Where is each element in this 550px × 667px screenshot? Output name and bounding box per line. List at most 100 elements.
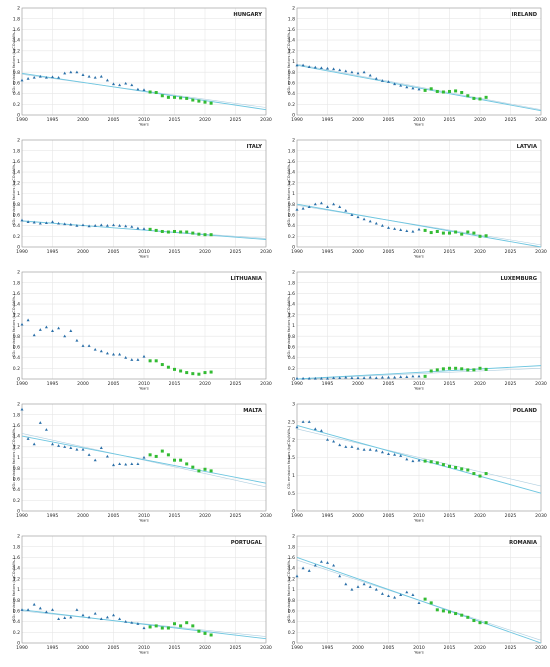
y-tick-label: 0 [292,113,295,119]
x-tick-label: 2030 [535,513,547,519]
recent-point [173,229,176,233]
historical-point [332,376,336,380]
x-tick-label: 2020 [474,117,486,123]
historical-point [374,587,378,591]
historical-point [344,69,348,73]
y-tick-label: 1.6 [13,555,20,561]
recent-point [148,359,152,363]
recent-point [454,612,458,616]
historical-point [75,224,79,227]
chart-title: ROMANIA [509,540,537,546]
historical-point [38,421,42,424]
x-axis-label: Years [414,519,424,523]
historical-point [387,594,390,598]
y-tick-label: 1.4 [288,170,295,176]
x-tick-label: 2010 [138,249,150,255]
y-tick-label: 1 [17,587,20,593]
trend-line [21,435,267,484]
x-tick-label: 1995 [47,117,59,123]
x-tick-label: 1990 [291,645,303,651]
x-tick-label: 2015 [169,645,181,651]
historical-point [142,626,146,630]
y-tick-label: 1.5 [288,455,295,461]
chart-title: PORTUGAL [231,540,263,546]
x-tick-label: 2000 [352,645,364,651]
historical-point [326,66,329,70]
historical-point [44,221,48,225]
recent-point [209,101,213,105]
x-tick-label: 1990 [16,117,28,123]
historical-point [344,445,348,448]
chart-latvia: 0 0.2 0.4 0.6 0.8 1 1.2 1.4 1.6 1.8 2 1990 1995 2000 2… [287,138,547,259]
historical-point [112,613,115,617]
historical-point [99,349,103,353]
historical-point [75,70,79,74]
historical-point [411,459,415,463]
y-tick-label: 0.4 [288,355,295,361]
historical-point [417,227,421,231]
historical-point [344,375,348,379]
x-tick-label: 2015 [169,117,181,123]
recent-point [154,454,158,458]
y-tick-label: 0.4 [13,355,20,361]
recent-point [166,230,170,234]
x-tick-label: 2005 [383,249,395,255]
historical-point [87,344,91,347]
historical-point [387,452,390,456]
historical-point [399,83,403,87]
y-axis-label: CO₂ emission factors (kgCO₂/kWhₑ) [12,161,16,225]
x-tick-label: 1990 [16,249,28,255]
recent-point [160,94,164,98]
y-tick-label: 1.6 [13,423,20,429]
x-axis-label: Years [139,255,149,259]
x-tick-label: 2020 [474,645,486,651]
recent-point [466,468,470,472]
historical-point [350,70,354,74]
y-tick-label: 0.8 [13,70,20,76]
historical-point [399,228,403,231]
historical-point [411,374,415,378]
historical-point [362,582,366,586]
historical-point [20,78,24,82]
recent-point [423,88,427,92]
trend-line-secondary [21,433,267,488]
historical-point [326,561,329,564]
historical-point [326,376,329,380]
x-tick-label: 2000 [77,513,89,519]
y-tick-label: 1.8 [13,148,20,154]
y-tick-label: 0 [17,245,20,251]
historical-point [380,450,384,454]
recent-point [472,96,476,100]
historical-point [112,352,115,356]
y-tick-label: 0.6 [13,81,20,87]
y-tick-label: 0 [292,641,295,647]
historical-point [105,615,109,619]
historical-point [32,442,36,446]
historical-point [105,454,109,458]
historical-point [301,63,305,67]
historical-point [93,224,97,227]
historical-point [142,88,146,91]
chart-title: ITALY [247,144,263,150]
x-tick-label: 2030 [535,249,547,255]
historical-point [63,445,67,448]
y-tick-label: 0.8 [13,334,20,340]
recent-point [191,465,195,469]
historical-point [105,351,109,355]
chart-italy: 0 0.2 0.4 0.6 0.8 1 1.2 1.4 1.6 1.8 2 1990 1995 2000 2… [12,138,272,259]
y-tick-label: 0.8 [288,334,295,340]
historical-point [301,566,305,570]
historical-point [63,71,67,75]
y-tick-label: 0.4 [288,91,295,97]
y-axis-label: CO₂ emission factors (kgCO₂/kWhₑ) [12,557,16,621]
historical-point [380,224,384,227]
y-tick-label: 1.8 [288,280,295,286]
y-tick-label: 0.2 [288,102,295,108]
y-tick-label: 1.4 [288,302,295,308]
trend-line [296,365,542,380]
historical-point [81,613,85,617]
recent-point [423,459,427,463]
recent-point [448,89,451,93]
x-tick-label: 2010 [138,381,150,387]
y-axis-label: CO₂ emission factors (kgCO₂/kWhₑ) [287,293,291,357]
